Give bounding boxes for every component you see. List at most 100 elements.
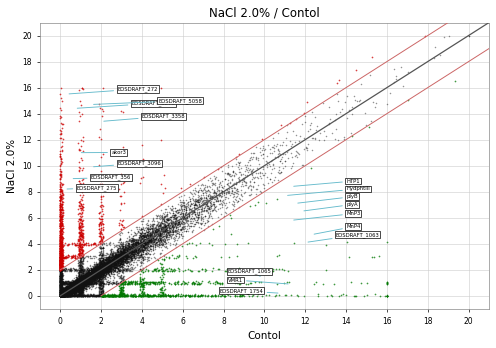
Point <box>58 268 66 273</box>
Point <box>98 266 106 271</box>
Point <box>151 228 159 234</box>
Point <box>84 269 92 275</box>
Point <box>119 224 127 230</box>
Point <box>172 293 180 299</box>
Point <box>249 150 257 156</box>
Point <box>63 287 71 293</box>
Point <box>168 221 176 227</box>
Point <box>88 270 96 275</box>
Point <box>58 292 65 298</box>
Point <box>150 232 158 237</box>
Point <box>125 249 133 254</box>
Point <box>166 225 174 230</box>
Point <box>156 293 164 299</box>
Point <box>56 213 64 219</box>
Point <box>97 269 105 275</box>
Point <box>86 271 94 276</box>
Point <box>165 234 173 239</box>
Point <box>108 259 116 264</box>
Point <box>61 280 69 286</box>
Point <box>67 283 75 288</box>
Point <box>59 282 66 287</box>
Point <box>66 291 74 296</box>
Point <box>114 248 122 254</box>
Point <box>101 282 109 287</box>
Point <box>99 245 107 251</box>
Point <box>119 261 126 267</box>
Point <box>69 279 77 285</box>
Point <box>105 279 113 285</box>
Point <box>102 263 110 269</box>
Point <box>98 293 106 299</box>
Point <box>56 289 64 294</box>
Point <box>137 268 145 273</box>
Point <box>59 255 67 260</box>
Point <box>69 288 77 293</box>
Point <box>81 277 89 283</box>
Point <box>92 273 100 278</box>
Point <box>241 169 248 174</box>
Point <box>109 260 117 266</box>
Point <box>136 248 144 254</box>
Point <box>95 223 103 229</box>
Point <box>81 280 89 286</box>
Point <box>123 292 131 297</box>
Point <box>59 289 67 295</box>
Point <box>87 280 95 285</box>
Point <box>95 269 103 274</box>
Point <box>84 279 92 284</box>
Point <box>75 87 83 93</box>
Point <box>64 290 72 295</box>
Point <box>86 270 94 276</box>
Point <box>62 288 69 293</box>
Point <box>92 266 100 271</box>
Point <box>81 275 89 281</box>
Point <box>68 285 76 291</box>
Point <box>157 267 165 272</box>
Point <box>139 247 147 253</box>
Point <box>194 206 202 212</box>
Point <box>89 274 97 280</box>
Point <box>142 235 150 240</box>
Point <box>76 280 84 285</box>
Point <box>65 285 73 291</box>
Point <box>68 286 76 292</box>
Point <box>97 230 105 235</box>
Point <box>102 269 110 275</box>
Point <box>78 278 86 283</box>
Point <box>57 265 65 271</box>
Point <box>72 293 80 299</box>
Point <box>83 282 91 287</box>
Point <box>57 293 64 299</box>
Point <box>216 179 224 184</box>
Point <box>97 225 105 230</box>
Point <box>136 243 144 248</box>
Point <box>127 280 135 286</box>
Point <box>256 145 264 151</box>
Point <box>96 209 104 214</box>
Point <box>93 270 101 275</box>
Point <box>357 81 365 87</box>
Point <box>77 276 85 282</box>
Point <box>99 268 107 273</box>
Point <box>143 236 151 241</box>
Point <box>67 289 75 295</box>
Point <box>68 289 76 294</box>
Point <box>136 279 144 284</box>
Point <box>156 232 164 238</box>
Point <box>57 260 64 265</box>
Point <box>78 278 86 284</box>
Point <box>113 258 121 264</box>
Point <box>74 272 82 278</box>
Point <box>58 264 65 270</box>
Point <box>67 288 75 293</box>
Point <box>57 276 65 282</box>
Point <box>164 215 172 220</box>
Point <box>85 275 93 281</box>
Point <box>73 285 81 291</box>
Point <box>63 291 71 296</box>
Point <box>96 267 104 272</box>
Point <box>71 281 79 286</box>
Point <box>86 274 94 279</box>
Point <box>72 276 80 282</box>
